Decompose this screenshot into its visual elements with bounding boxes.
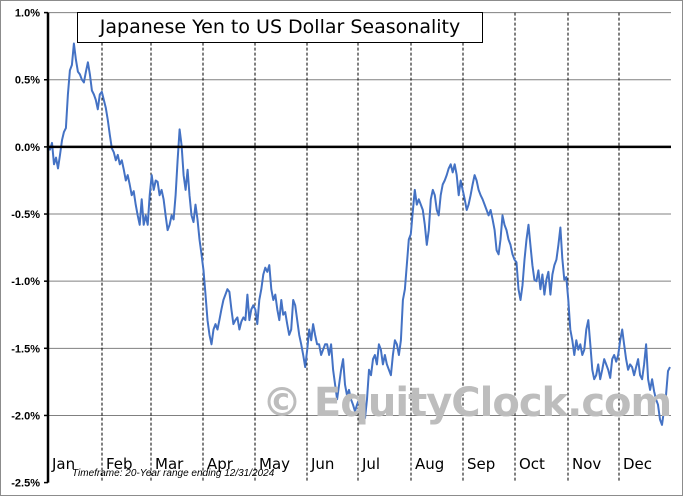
- y-tick-label: -1.5%: [11, 343, 40, 355]
- month-label: Oct: [519, 455, 545, 473]
- month-label: Nov: [572, 455, 601, 473]
- month-label: Aug: [415, 455, 444, 473]
- month-label: Dec: [623, 455, 652, 473]
- month-label: Jul: [361, 455, 380, 473]
- month-dividers: [101, 12, 620, 483]
- data-series: [47, 42, 671, 426]
- month-label: Jan: [51, 455, 75, 473]
- timeframe-footnote: Timeframe: 20-Year range ending 12/31/20…: [72, 468, 275, 479]
- y-tick-label: -2.5%: [11, 478, 40, 490]
- axes: [44, 11, 671, 484]
- seasonality-line: [47, 42, 671, 426]
- chart-title: Japanese Yen to US Dollar Seasonality: [99, 16, 461, 38]
- y-tick-label: 0.5%: [15, 75, 40, 87]
- chart-title-box: Japanese Yen to US Dollar Seasonality: [77, 12, 483, 43]
- month-label: May: [259, 455, 290, 473]
- month-label: Sep: [467, 455, 495, 473]
- month-label: Mar: [155, 455, 184, 473]
- month-label: Jun: [310, 455, 334, 473]
- y-tick-label: 0.0%: [15, 142, 40, 154]
- y-tick-label: -2.0%: [11, 410, 40, 422]
- y-tick-label: 1.0%: [15, 8, 40, 20]
- y-tick-label: -0.5%: [11, 209, 40, 221]
- month-label: Apr: [207, 455, 234, 473]
- x-axis-month-labels: Jan Feb Mar Apr May Jun Jul Aug Sep Oct Nov Dec: [51, 455, 652, 473]
- y-tick-label: -1.0%: [11, 276, 40, 288]
- month-label: Feb: [106, 455, 133, 473]
- watermark: © EquityClock.com: [262, 380, 672, 426]
- y-axis-tick-labels: 1.0% 0.5% 0.0% -0.5% -1.0% -1.5% -2.0% -2.5%: [11, 8, 40, 490]
